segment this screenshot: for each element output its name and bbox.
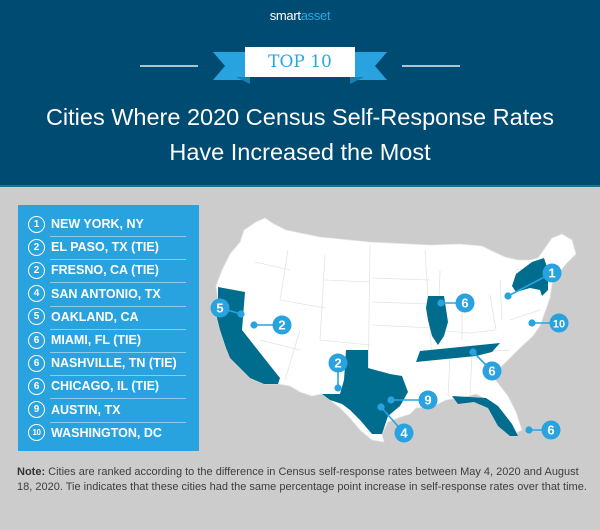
city-name: NEW YORK, NY xyxy=(51,217,144,231)
ranking-divider xyxy=(50,328,186,330)
marker-rank-label: 6 xyxy=(461,296,468,311)
ranking-divider xyxy=(50,236,186,237)
rankings-panel: 1 NEW YORK, NY 2 EL PASO, TX (TIE) 2 FRESNO, … xyxy=(18,205,199,451)
us-map: 1 5 2 2 9 4 6 6 6 10 xyxy=(210,217,577,443)
page-title-line1: Cities Where 2020 Census Self-Response R… xyxy=(45,104,555,130)
ranking-item: 6 NASHVILLE, TN (TIE) xyxy=(28,352,193,374)
footnote: Note: Cities are ranked according to the… xyxy=(17,465,592,494)
ranking-divider xyxy=(50,398,186,400)
rank-number-badge: 5 xyxy=(28,308,45,326)
city-name: MIAMI, FL (TIE) xyxy=(51,333,142,347)
marker-rank-label: 2 xyxy=(334,356,341,371)
marker-rank-badge xyxy=(272,315,292,335)
marker-location-dot xyxy=(469,348,477,356)
ranking-item: 6 CHICAGO, IL (TIE) xyxy=(28,375,193,397)
marker-location-dot xyxy=(250,321,258,329)
ranking-item: 10 WASHINGTON, DC xyxy=(28,422,193,444)
marker-rank-label: 5 xyxy=(216,301,223,316)
header-banner: smartasset TOP 10 Cities Where 2020 Cens… xyxy=(0,0,600,185)
map-marker[interactable]: 2 xyxy=(250,315,292,335)
ranking-divider xyxy=(50,421,186,423)
marker-rank-badge xyxy=(542,263,562,283)
ranking-item: 9 AUSTIN, TX xyxy=(28,399,193,421)
marker-rank-badge xyxy=(549,313,569,333)
city-name: NASHVILLE, TN (TIE) xyxy=(51,356,177,371)
map-marker[interactable]: 6 xyxy=(525,420,561,440)
map-marker[interactable]: 2 xyxy=(328,353,348,392)
marker-location-dot xyxy=(387,396,395,404)
city-name: WASHINGTON, DC xyxy=(51,425,162,440)
marker-location-dot xyxy=(377,403,385,411)
city-name: OAKLAND, CA xyxy=(51,309,139,324)
rank-number-badge: 9 xyxy=(28,401,45,419)
city-name: FRESNO, CA (TIE) xyxy=(51,263,159,278)
marker-location-dot xyxy=(237,310,245,318)
ranking-divider xyxy=(50,282,186,284)
marker-rank-badge xyxy=(328,353,348,373)
rank-number-badge: 10 xyxy=(28,424,45,442)
ranking-divider xyxy=(50,259,186,261)
ranking-item: 4 SAN ANTONIO, TX xyxy=(28,283,193,305)
marker-rank-badge xyxy=(394,423,414,443)
map-marker[interactable]: 9 xyxy=(387,390,438,410)
city-name: SAN ANTONIO, TX xyxy=(51,286,161,301)
note-text: Cities are ranked according to the diffe… xyxy=(17,466,587,493)
ranking-item: 1 NEW YORK, NY xyxy=(28,213,193,235)
map-marker[interactable]: 4 xyxy=(377,403,414,443)
smartasset-logo: smartasset xyxy=(269,8,331,23)
ranking-item: 5 OAKLAND, CA xyxy=(28,306,193,328)
top10-badge: TOP 10 xyxy=(245,47,355,77)
top10-ribbon: TOP 10 xyxy=(0,44,600,84)
marker-location-dot xyxy=(334,384,342,392)
marker-location-dot xyxy=(525,426,533,434)
rank-number-badge: 6 xyxy=(28,377,45,395)
state-tennessee xyxy=(416,343,500,362)
city-name: EL PASO, TX (TIE) xyxy=(51,240,159,255)
map-marker[interactable]: 1 xyxy=(504,263,562,300)
map-marker[interactable]: 10 xyxy=(528,313,569,333)
marker-location-dot xyxy=(528,319,536,327)
note-label: Note: xyxy=(17,466,46,478)
map-markers: 1 5 2 2 9 4 6 6 6 10 xyxy=(210,263,569,443)
state-florida xyxy=(452,396,518,436)
ribbon-rule-left xyxy=(140,65,198,67)
state-new-york xyxy=(512,258,548,296)
map-marker[interactable]: 6 xyxy=(469,348,502,381)
state-illinois xyxy=(426,296,448,345)
ranking-item: 6 MIAMI, FL (TIE) xyxy=(28,329,193,351)
marker-rank-badge xyxy=(541,420,561,440)
map-marker[interactable]: 6 xyxy=(437,293,475,313)
marker-location-dot xyxy=(504,292,512,300)
ribbon-rule-right xyxy=(402,65,460,67)
city-name: AUSTIN, TX xyxy=(51,402,121,417)
rank-number-badge: 1 xyxy=(28,215,45,233)
ranking-item: 2 EL PASO, TX (TIE) xyxy=(28,236,193,258)
city-name: CHICAGO, IL (TIE) xyxy=(51,379,160,394)
ranking-divider xyxy=(50,375,186,377)
marker-rank-badge xyxy=(418,390,438,410)
rank-number-badge: 6 xyxy=(28,354,45,372)
rank-number-badge: 4 xyxy=(28,285,45,303)
marker-rank-label: 1 xyxy=(548,266,555,281)
ranking-divider xyxy=(50,352,186,353)
marker-rank-label: 6 xyxy=(547,423,554,438)
rank-number-badge: 2 xyxy=(28,238,45,256)
marker-rank-badge xyxy=(455,293,475,313)
marker-rank-label: 6 xyxy=(488,364,495,379)
rank-number-badge: 2 xyxy=(28,261,45,279)
page-title-line2: Have Increased the Most xyxy=(169,139,431,165)
map-marker[interactable]: 5 xyxy=(210,298,245,318)
ranking-divider xyxy=(50,305,186,307)
marker-rank-label: 9 xyxy=(424,393,431,408)
marker-location-dot xyxy=(437,299,445,307)
marker-rank-badge xyxy=(210,298,230,318)
marker-rank-label: 2 xyxy=(278,318,285,333)
marker-rank-label: 10 xyxy=(553,319,565,331)
header-divider xyxy=(0,185,600,187)
rank-number-badge: 6 xyxy=(28,331,45,349)
ribbon-shape-icon xyxy=(213,52,387,84)
marker-rank-badge xyxy=(482,361,502,381)
ranking-item: 2 FRESNO, CA (TIE) xyxy=(28,259,193,281)
marker-rank-label: 4 xyxy=(400,426,408,441)
